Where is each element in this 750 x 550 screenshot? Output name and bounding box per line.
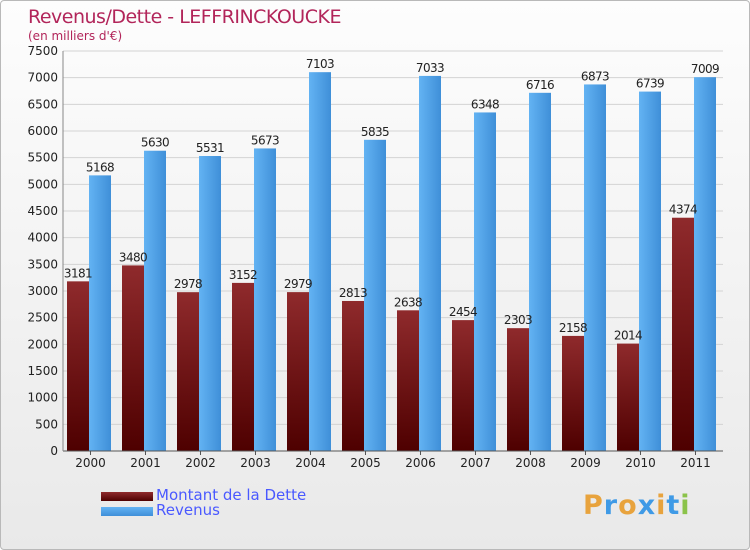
x-tick-label: 2004 [295, 456, 326, 470]
y-axis-ticks: 0 500 1000 1500 2000 2500 3000 3500 4000 4500 5000… [27, 44, 58, 458]
y-tick-label: 6000 [27, 124, 58, 138]
x-tick-label: 2005 [350, 456, 381, 470]
y-tick-label: 500 [35, 417, 58, 431]
value-label-dette: 2158 [559, 321, 587, 335]
value-label-revenus: 7009 [691, 62, 719, 76]
value-label-dette: 2303 [504, 313, 532, 327]
bar-dette [507, 328, 529, 451]
bar-dette [562, 335, 584, 451]
bar-revenus [254, 148, 276, 451]
bar-revenus [474, 112, 496, 451]
y-tick-label: 7500 [27, 44, 58, 58]
value-label-dette: 2979 [284, 277, 312, 291]
legend-label-revenus: Revenus [156, 501, 220, 519]
bar-dette [342, 300, 364, 451]
bar-revenus [694, 77, 716, 451]
x-tick-label: 2000 [75, 456, 106, 470]
logo-letter: r [603, 490, 619, 521]
legend-swatch-revenus [101, 507, 153, 516]
y-tick-label: 4000 [27, 231, 58, 245]
bar-dette [617, 343, 639, 451]
y-tick-label: 1500 [27, 364, 58, 378]
x-tick-label: 2008 [515, 456, 546, 470]
y-tick-label: 7000 [27, 71, 58, 85]
value-label-revenus: 7033 [416, 61, 444, 75]
bar-dette [672, 217, 694, 451]
grid-lines [63, 50, 723, 425]
legend-label-dette: Montant de la Dette [156, 486, 307, 504]
bar-revenus [419, 75, 441, 451]
logo-letter: i [680, 490, 691, 521]
value-label-dette: 2978 [174, 277, 202, 291]
bar-dette [397, 310, 419, 451]
bar-dette [452, 320, 474, 451]
value-label-revenus: 6716 [526, 78, 554, 92]
value-label-revenus: 5168 [86, 160, 114, 174]
value-label-dette: 2638 [394, 295, 422, 309]
logo-letter: P [583, 490, 604, 521]
y-tick-label: 3500 [27, 257, 58, 271]
y-tick-label: 2500 [27, 311, 58, 325]
x-tick-label: 2001 [130, 456, 161, 470]
logo-letter: x [637, 490, 657, 521]
x-tick-label: 2003 [240, 456, 271, 470]
value-label-dette: 4374 [669, 203, 697, 217]
y-tick-label: 5000 [27, 177, 58, 191]
x-axis-ticks: 2000 2001 2002 2003 2004 2005 2006 2007 2008 2009… [75, 451, 711, 470]
x-tick-label: 2011 [680, 456, 711, 470]
y-tick-label: 6500 [27, 97, 58, 111]
bar-dette [177, 292, 199, 451]
proxiti-logo: Proxiti [583, 490, 691, 521]
bar-dette [122, 265, 144, 451]
y-tick-label: 0 [50, 444, 58, 458]
bar-revenus [584, 84, 606, 451]
value-label-revenus: 5531 [196, 141, 224, 155]
value-label-dette: 2813 [339, 286, 367, 300]
value-label-revenus: 5835 [361, 125, 389, 139]
bar-revenus [309, 72, 331, 451]
chart-title: Revenus/Dette - LEFFRINCKOUCKE [28, 6, 341, 28]
logo-letter: t [666, 490, 681, 521]
bars [67, 72, 716, 452]
x-tick-label: 2009 [570, 456, 601, 470]
value-label-revenus: 6873 [581, 69, 609, 83]
value-label-dette: 2454 [449, 305, 477, 319]
x-tick-label: 2006 [405, 456, 436, 470]
x-tick-label: 2010 [625, 456, 656, 470]
logo-letter: o [618, 490, 638, 521]
logo-letter: i [656, 490, 667, 521]
bar-dette [287, 292, 309, 451]
legend-swatch-dette [101, 492, 153, 501]
bar-revenus [364, 139, 386, 452]
value-label-dette: 3480 [119, 250, 147, 264]
bar-revenus [529, 92, 551, 452]
x-tick-label: 2007 [460, 456, 491, 470]
value-label-dette: 2014 [614, 329, 642, 343]
y-tick-label: 3000 [27, 284, 58, 298]
bar-revenus [639, 91, 661, 451]
bar-dette [232, 282, 254, 451]
bar-revenus [199, 156, 221, 451]
chart-subtitle: (en milliers d'€) [28, 29, 123, 43]
x-tick-label: 2002 [185, 456, 216, 470]
y-tick-label: 4500 [27, 204, 58, 218]
y-tick-label: 1000 [27, 391, 58, 405]
value-label-revenus: 5673 [251, 133, 279, 147]
value-label-revenus: 5630 [141, 136, 169, 150]
value-label-dette: 3152 [229, 268, 257, 282]
value-label-revenus: 6348 [471, 97, 499, 111]
value-labels: 3181 5168 3480 5630 2978 5531 3152 5673 2979 7103… [64, 57, 720, 343]
bar-revenus [144, 150, 166, 451]
bar-dette [67, 281, 89, 451]
y-tick-label: 2000 [27, 337, 58, 351]
value-label-dette: 3181 [64, 266, 92, 280]
value-label-revenus: 6739 [636, 77, 664, 91]
value-label-revenus: 7103 [306, 57, 334, 71]
bar-revenus [89, 175, 111, 451]
y-tick-label: 5500 [27, 151, 58, 165]
